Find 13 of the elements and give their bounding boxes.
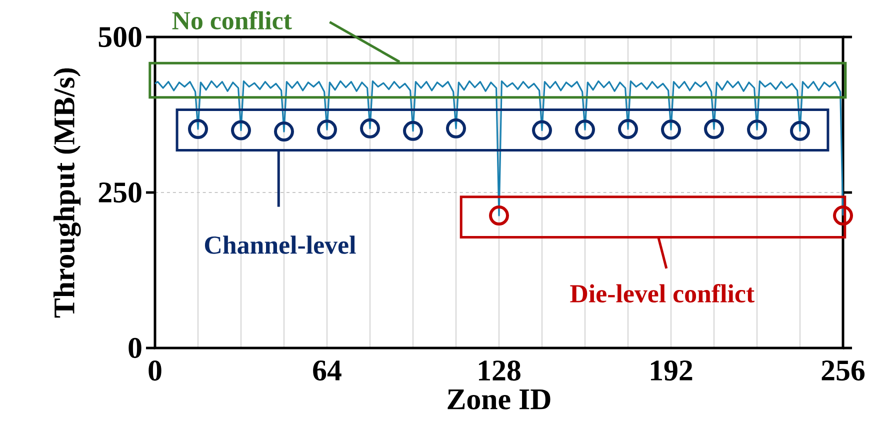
x-axis-title: Zone ID bbox=[448, 390, 550, 410]
y-tick-label: 0 bbox=[128, 338, 142, 358]
annotation: Channel-level bbox=[204, 236, 356, 254]
x-tick-label: 256 bbox=[822, 360, 865, 381]
annotation: Die-level conflict bbox=[570, 284, 754, 303]
y-axis-title: Throughput (MB/s) bbox=[53, 68, 81, 318]
x-tick-label: 192 bbox=[650, 360, 692, 381]
x-tick-label: 128 bbox=[478, 360, 520, 381]
y-tick-label: 250 bbox=[98, 182, 142, 203]
y-tick-label: 500 bbox=[98, 26, 142, 48]
text: No conflict bbox=[172, 10, 292, 30]
x-tick-label: 0 bbox=[148, 360, 162, 381]
x-tick-label: 64 bbox=[313, 360, 342, 381]
